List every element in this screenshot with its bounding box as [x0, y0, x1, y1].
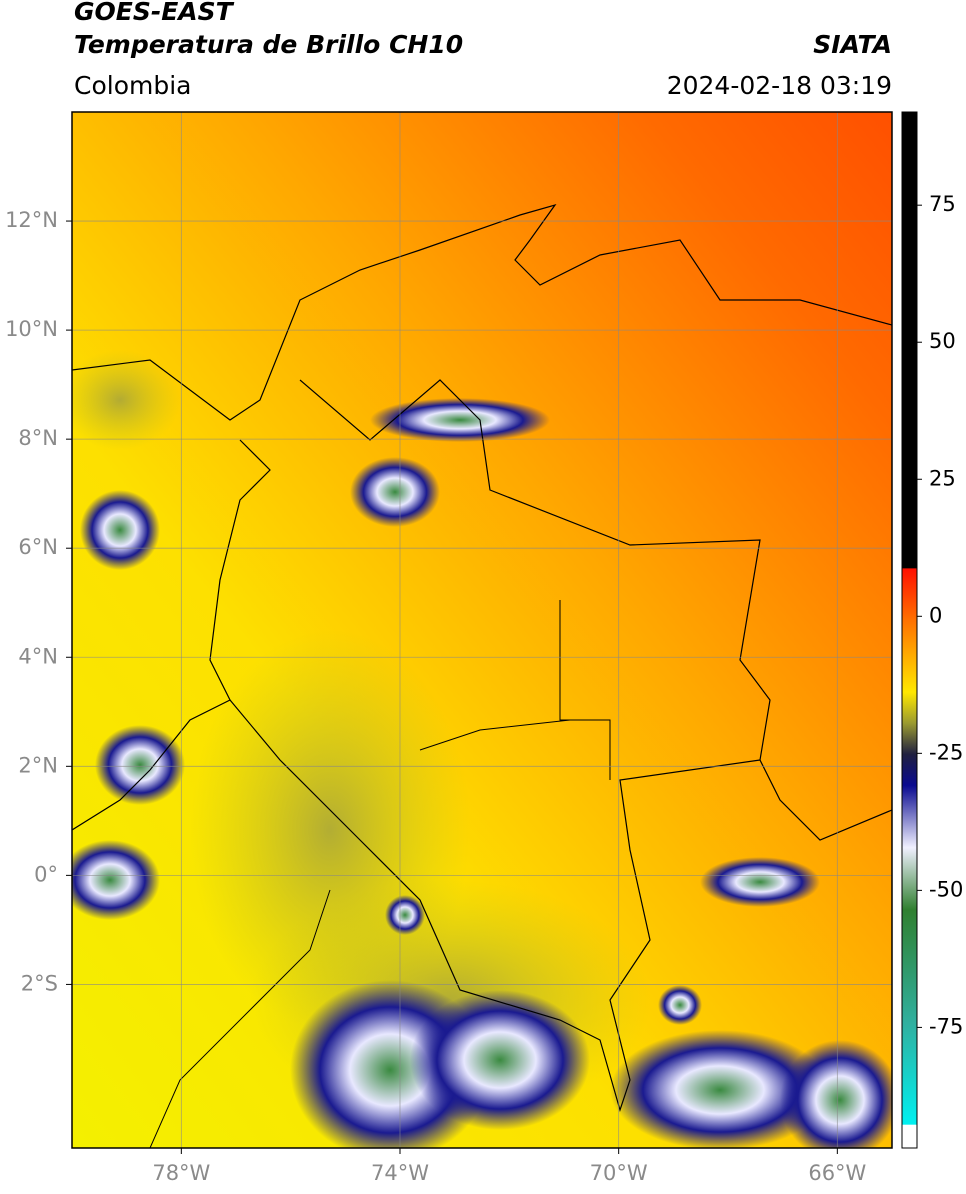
- region: Colombia: [74, 71, 191, 100]
- colorbar-tick-label: 50: [929, 329, 956, 353]
- y-tick-label: 10°N: [5, 317, 58, 341]
- y-tick-label: 8°N: [18, 426, 58, 450]
- colorbar: [901, 111, 918, 1149]
- title-line2: Temperatura de Brillo CH10: [74, 30, 463, 59]
- x-tick-label: 66°W: [808, 1161, 866, 1185]
- title-line1: GOES-EAST: [74, 0, 235, 26]
- colorbar-tick-label: 0: [929, 603, 942, 627]
- grid: [72, 112, 892, 1148]
- y-tick-label: 0°: [34, 862, 58, 886]
- y-tick-label: 2°N: [18, 753, 58, 777]
- timestamp: 2024-02-18 03:19: [667, 71, 892, 100]
- x-tick-label: 74°W: [371, 1161, 429, 1185]
- map-frame: [71, 111, 893, 1149]
- y-tick-label: 4°N: [18, 644, 58, 668]
- source: SIATA: [813, 30, 892, 59]
- colorbar-tick-label: 75: [929, 192, 956, 216]
- x-tick-label: 78°W: [152, 1161, 210, 1185]
- y-tick-label: 2°S: [21, 971, 58, 995]
- colorbar-tick-label: -50: [929, 877, 963, 901]
- y-tick-label: 6°N: [18, 535, 58, 559]
- colorbar-tick-label: -75: [929, 1014, 963, 1038]
- x-tick-label: 70°W: [590, 1161, 648, 1185]
- colorbar-tick-label: 25: [929, 466, 956, 490]
- y-tick-label: 12°N: [5, 208, 58, 232]
- colorbar-tick-label: -25: [929, 740, 963, 764]
- map-image: [72, 112, 892, 1148]
